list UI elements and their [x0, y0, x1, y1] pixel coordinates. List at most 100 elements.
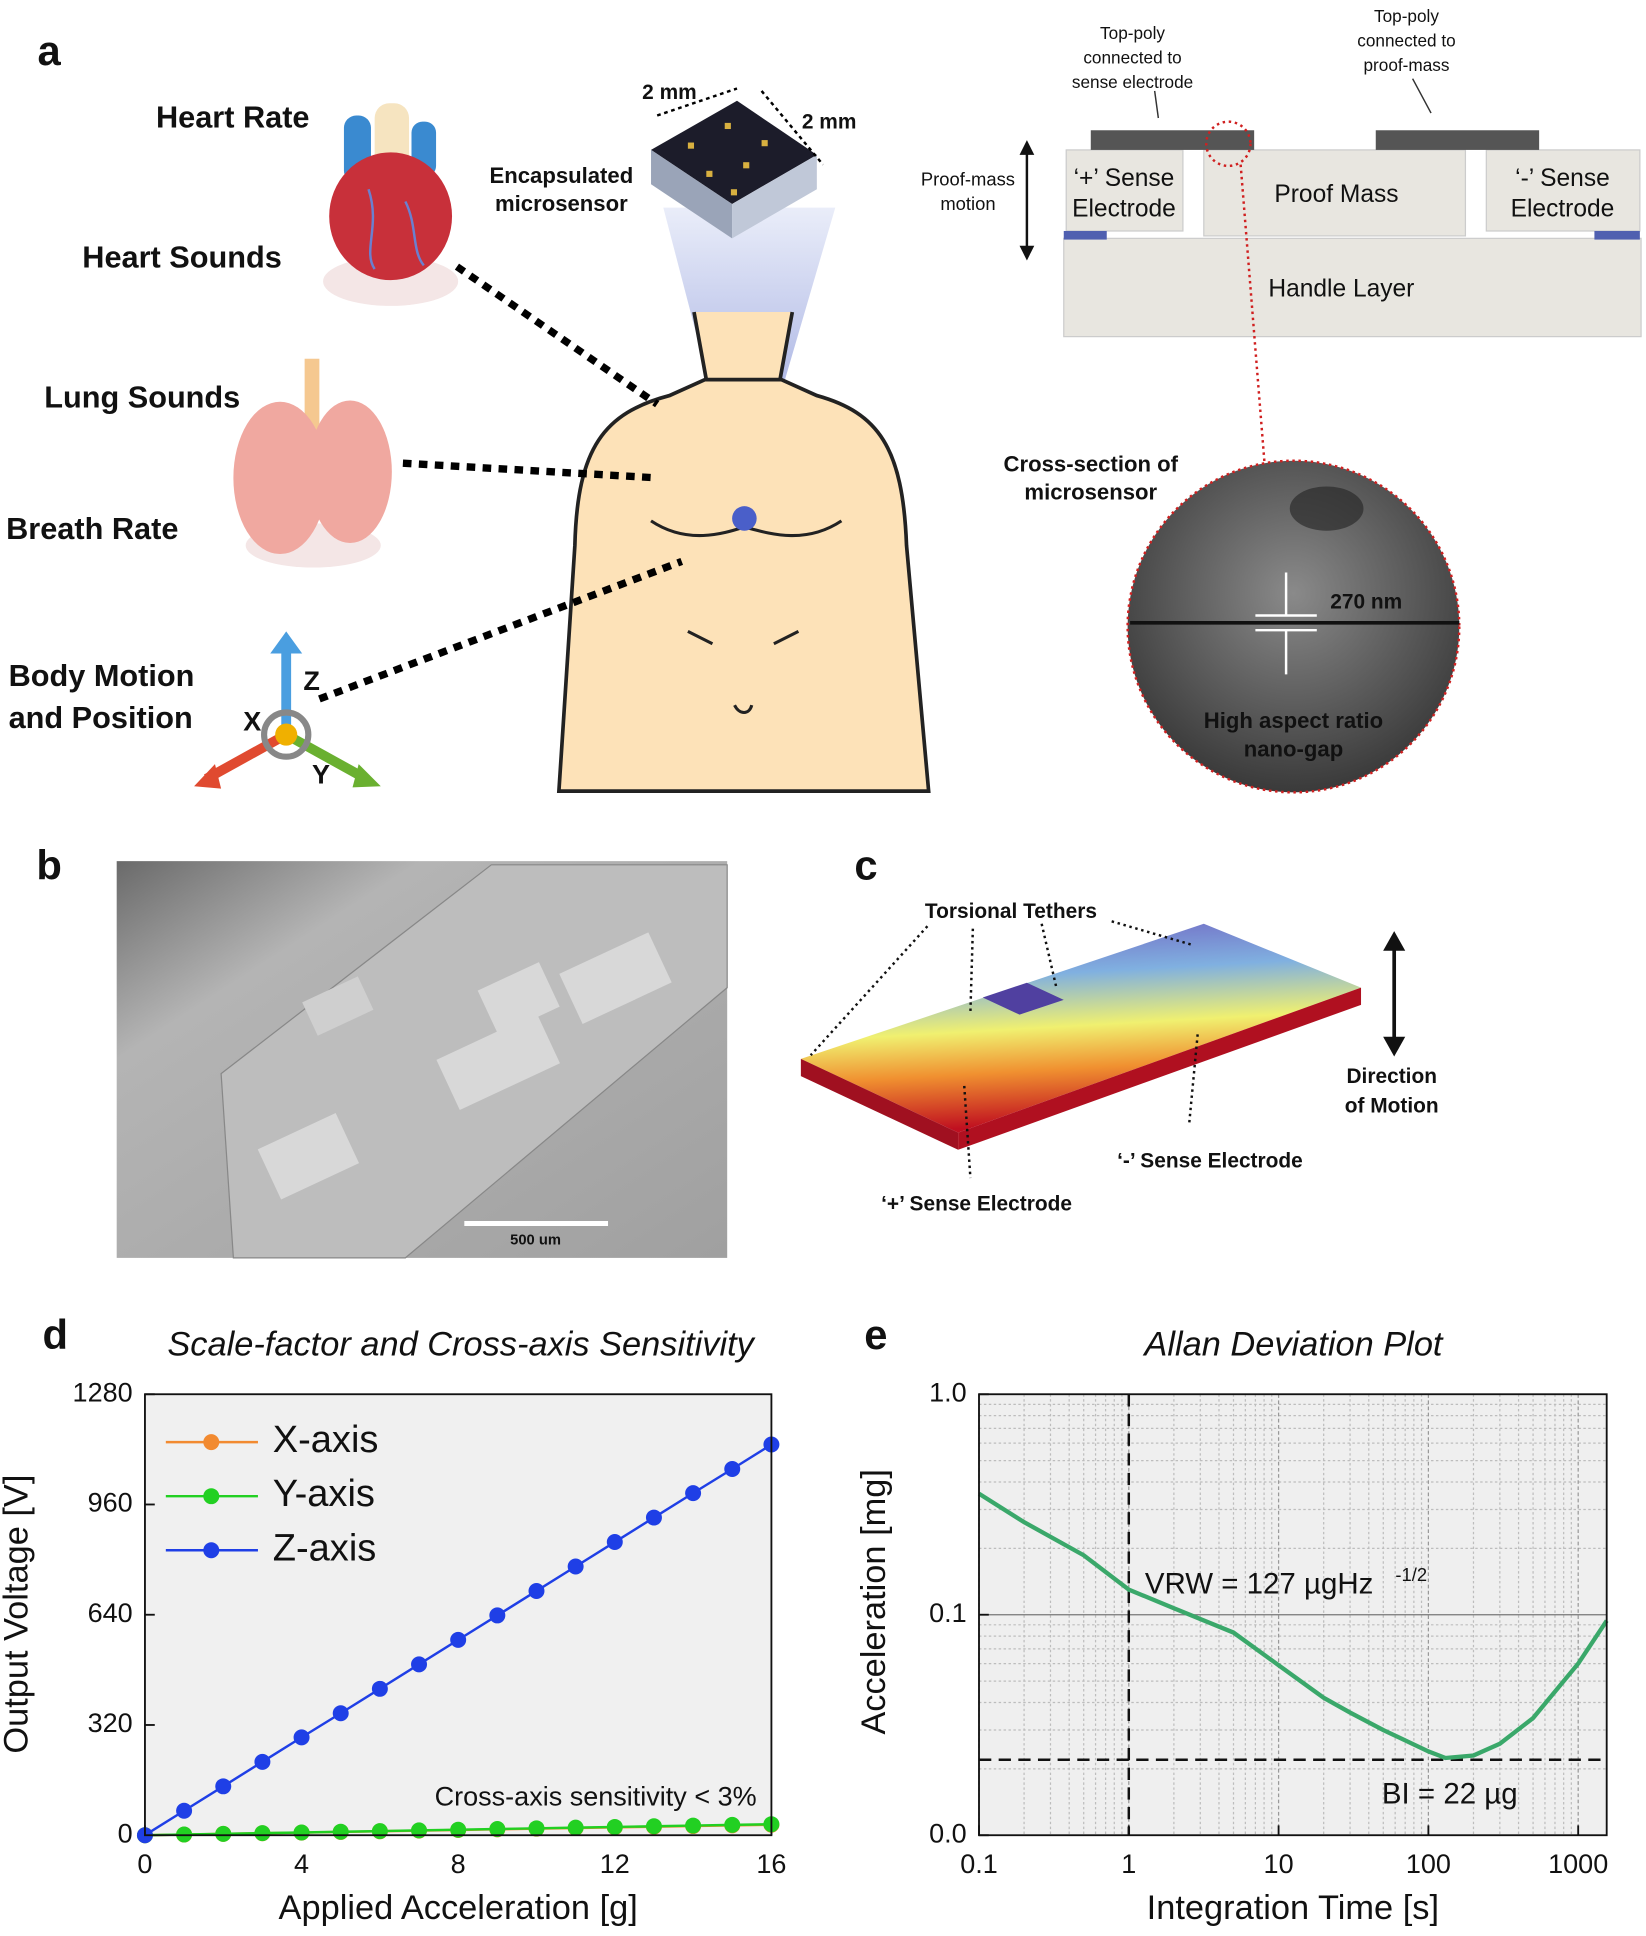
y-tick-label: 0.0 [929, 1818, 967, 1848]
legend-marker [203, 1542, 220, 1559]
label: proof-mass [1363, 55, 1449, 75]
label: Encapsulated [489, 163, 633, 188]
panel-label: b [36, 842, 62, 889]
plot-frame [144, 1393, 773, 1837]
data-point [332, 1705, 349, 1722]
x-tick-label: 0.1 [960, 1849, 998, 1879]
data-point [254, 1753, 271, 1770]
data-point [489, 1607, 506, 1624]
y-axis-label: Acceleration [mg] [855, 1469, 893, 1735]
panel-b-art [116, 861, 728, 1259]
panel-c-art [800, 920, 1406, 1179]
label: motion [940, 193, 995, 214]
label: ‘+’ Sense Electrode [881, 1193, 1072, 1216]
label: sense electrode [1072, 72, 1193, 92]
y-tick-label: 0 [118, 1818, 133, 1848]
data-point [411, 1656, 428, 1673]
label: connected to [1357, 30, 1455, 50]
chart-title: Allan Deviation Plot [1142, 1325, 1444, 1363]
label: Breath Rate [6, 511, 178, 546]
label: High aspect ratio [1204, 708, 1383, 733]
label: Cross-section of [1004, 451, 1179, 476]
data-point [332, 1823, 349, 1840]
y-tick-label: 0.1 [929, 1598, 967, 1628]
label: nano-gap [1244, 736, 1343, 761]
data-point [645, 1818, 662, 1835]
label: Heart Sounds [82, 239, 282, 274]
data-point [724, 1816, 741, 1833]
label: Handle Layer [1268, 275, 1414, 302]
annotation: VRW = 127 µgHz [1145, 1568, 1374, 1601]
x-tick-label: 12 [600, 1849, 630, 1879]
x-tick-label: 10 [1264, 1849, 1294, 1879]
data-point [371, 1680, 388, 1697]
y-tick-label: 320 [88, 1708, 133, 1738]
annotation: Cross-axis sensitivity < 3% [435, 1782, 757, 1812]
legend-label: Y-axis [273, 1473, 375, 1515]
panel-label: d [43, 1311, 69, 1358]
x-tick-label: 1 [1121, 1849, 1136, 1879]
panel-a-art [194, 78, 1642, 794]
y-tick-label: 640 [88, 1598, 133, 1628]
data-point [254, 1825, 271, 1842]
label: 270 nm [1330, 591, 1402, 614]
data-point [293, 1824, 310, 1841]
label: ‘-’ Sense Electrode [1117, 1150, 1303, 1173]
legend-label: Z-axis [273, 1527, 377, 1569]
label: ‘+’ Sense [1074, 165, 1175, 192]
x-axis-label: Integration Time [s] [1147, 1889, 1439, 1927]
label: Proof-mass [921, 168, 1015, 189]
label: microsensor [495, 191, 628, 216]
label: Z [303, 666, 320, 696]
data-point [215, 1825, 232, 1842]
panel-label: c [854, 842, 877, 889]
data-point [645, 1509, 662, 1526]
legend-label: X-axis [273, 1419, 379, 1461]
label: Top-poly [1100, 23, 1165, 43]
plot-area [144, 1394, 772, 1836]
series-line [977, 1491, 1609, 1761]
data-point [567, 1558, 584, 1575]
data-point [567, 1819, 584, 1836]
data-point [450, 1631, 467, 1648]
label: microsensor [1024, 480, 1157, 505]
x-tick-label: 16 [756, 1849, 786, 1879]
legend-marker [203, 1434, 220, 1451]
x-tick-label: 4 [294, 1849, 309, 1879]
label: ‘-’ Sense [1515, 165, 1610, 192]
label: of Motion [1345, 1094, 1439, 1117]
x-tick-label: 1000 [1548, 1849, 1608, 1879]
data-point [371, 1823, 388, 1840]
data-point [450, 1821, 467, 1838]
x-tick-label: 100 [1406, 1849, 1451, 1879]
data-point [215, 1778, 232, 1795]
plot-frame [978, 1393, 1608, 1837]
label: Direction [1346, 1065, 1436, 1088]
legend-marker [203, 1488, 220, 1505]
annotation: BI = 22 µg [1382, 1778, 1518, 1811]
y-tick-label: 960 [88, 1488, 133, 1518]
label: Top-poly [1374, 6, 1439, 26]
annotation-superscript: -1/2 [1395, 1564, 1427, 1585]
data-point [176, 1802, 193, 1819]
panel-label: e [864, 1311, 887, 1358]
label: Lung Sounds [44, 379, 240, 414]
label: Heart Rate [156, 99, 310, 134]
label: Electrode [1072, 196, 1176, 223]
label: Proof Mass [1274, 181, 1398, 208]
data-point [606, 1818, 623, 1835]
x-axis-label: Applied Acceleration [g] [279, 1889, 638, 1927]
data-point [528, 1820, 545, 1837]
label: Electrode [1511, 196, 1615, 223]
data-point [293, 1729, 310, 1746]
minor-grid [979, 1394, 1607, 1836]
chart-title: Scale-factor and Cross-axis Sensitivity [167, 1325, 755, 1363]
data-point [685, 1485, 702, 1502]
x-tick-label: 0 [137, 1849, 152, 1879]
data-point [685, 1817, 702, 1834]
label: 2 mm [802, 110, 857, 133]
y-tick-label: 1280 [73, 1377, 133, 1407]
y-tick-label: 1.0 [929, 1377, 967, 1407]
